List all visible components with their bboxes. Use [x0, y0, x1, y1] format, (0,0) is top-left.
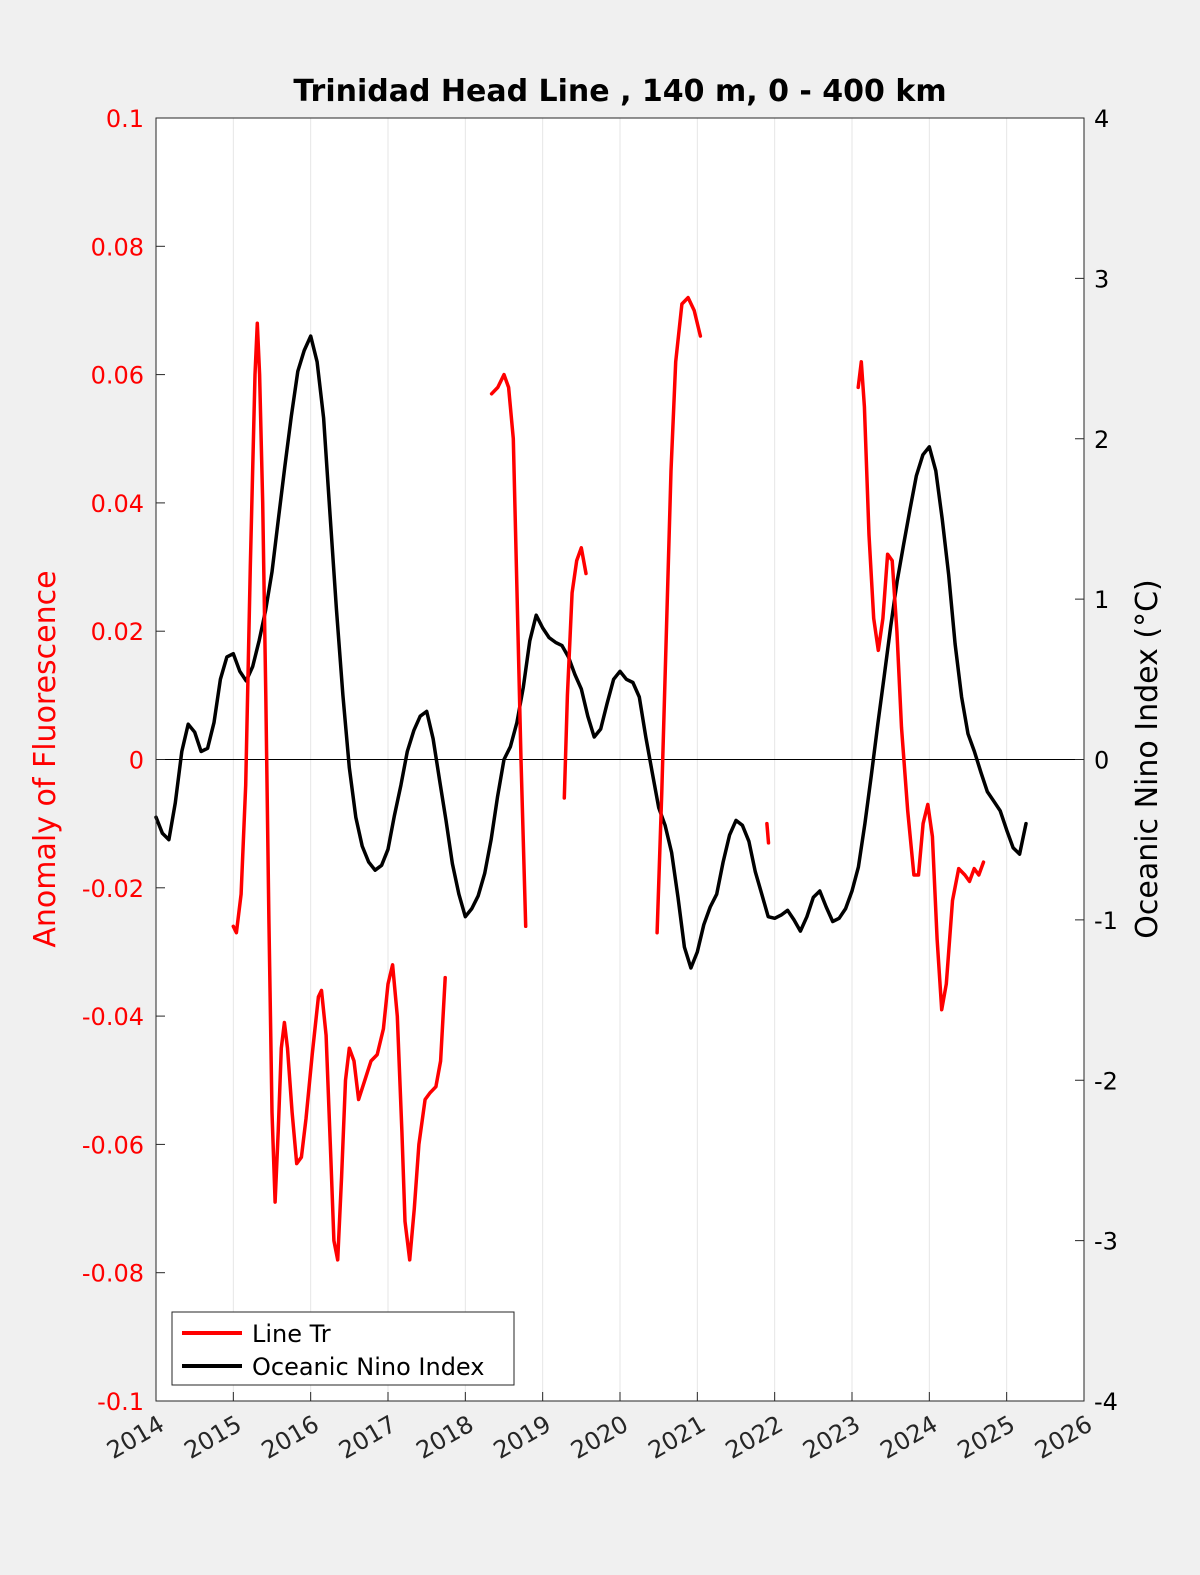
legend-label-oni: Oceanic Nino Index — [252, 1353, 484, 1381]
left-axis-title: Anomaly of Fluorescence — [28, 570, 63, 947]
right-tick-label: 4 — [1094, 105, 1109, 133]
x-tick-label: 2017 — [334, 1410, 401, 1465]
left-tick-label: 0.04 — [91, 490, 144, 518]
series-layer — [154, 295, 1028, 1262]
x-tick-label: 2018 — [411, 1410, 478, 1465]
left-tick-label: 0.02 — [91, 618, 144, 646]
left-axis: -0.1 -0.08 -0.06 -0.04 -0.02 0 0.02 0.04 0.06 0.0… — [82, 105, 165, 1416]
left-tick-label: -0.06 — [82, 1131, 144, 1159]
x-tick-label: 2014 — [102, 1410, 169, 1465]
left-tick-label: 0.08 — [91, 233, 144, 261]
x-tick-label: 2022 — [721, 1410, 788, 1465]
series-line-line-tr — [489, 372, 528, 929]
series-line-line-tr — [655, 295, 703, 935]
legend-label-line-tr: Line Tr — [252, 1320, 331, 1348]
series-line-line-tr — [231, 321, 447, 1262]
right-tick-label: 2 — [1094, 426, 1109, 454]
x-tick-label: 2021 — [643, 1410, 710, 1465]
left-tick-label: -0.02 — [82, 875, 144, 903]
right-tick-label: -2 — [1094, 1067, 1118, 1095]
series-line-line-tr — [765, 821, 771, 845]
right-tick-label: 3 — [1094, 265, 1109, 293]
left-tick-label: 0.06 — [91, 362, 144, 390]
chart-title: Trinidad Head Line , 140 m, 0 - 400 km — [293, 74, 946, 109]
x-tick-label: 2026 — [1030, 1410, 1097, 1465]
series-line-line-tr — [856, 360, 986, 1012]
left-tick-label: -0.08 — [82, 1260, 144, 1288]
right-tick-label: -3 — [1094, 1228, 1118, 1256]
x-tick-label: 2020 — [566, 1410, 633, 1465]
series-line-oceanic-nino-index — [154, 334, 1028, 970]
legend-box — [171, 1311, 515, 1386]
left-tick-label: -0.04 — [82, 1003, 144, 1031]
right-tick-label: 1 — [1094, 586, 1109, 614]
legend: Line Tr Oceanic Nino Index — [171, 1311, 515, 1386]
x-tick-label: 2019 — [489, 1410, 556, 1465]
left-tick-label: -0.1 — [97, 1388, 144, 1416]
right-tick-label: -1 — [1094, 907, 1118, 935]
right-tick-label: -4 — [1094, 1388, 1118, 1416]
x-tick-label: 2025 — [953, 1410, 1020, 1465]
series-line-line-tr — [562, 546, 588, 800]
x-axis: 2014 2015 2016 2017 2018 2019 2020 2021 2022 2023… — [102, 1392, 1097, 1465]
x-tick-label: 2023 — [798, 1410, 865, 1465]
right-tick-label: 0 — [1094, 747, 1109, 775]
left-tick-label: 0 — [129, 747, 144, 775]
right-axis: -4 -3 -2 -1 0 1 2 3 4 — [1075, 105, 1118, 1416]
x-tick-label: 2016 — [257, 1410, 324, 1465]
left-tick-label: 0.1 — [106, 105, 144, 133]
x-tick-label: 2015 — [179, 1410, 246, 1465]
x-tick-label: 2024 — [875, 1410, 942, 1465]
right-axis-title: Oceanic Nino Index (°C) — [1130, 579, 1165, 939]
